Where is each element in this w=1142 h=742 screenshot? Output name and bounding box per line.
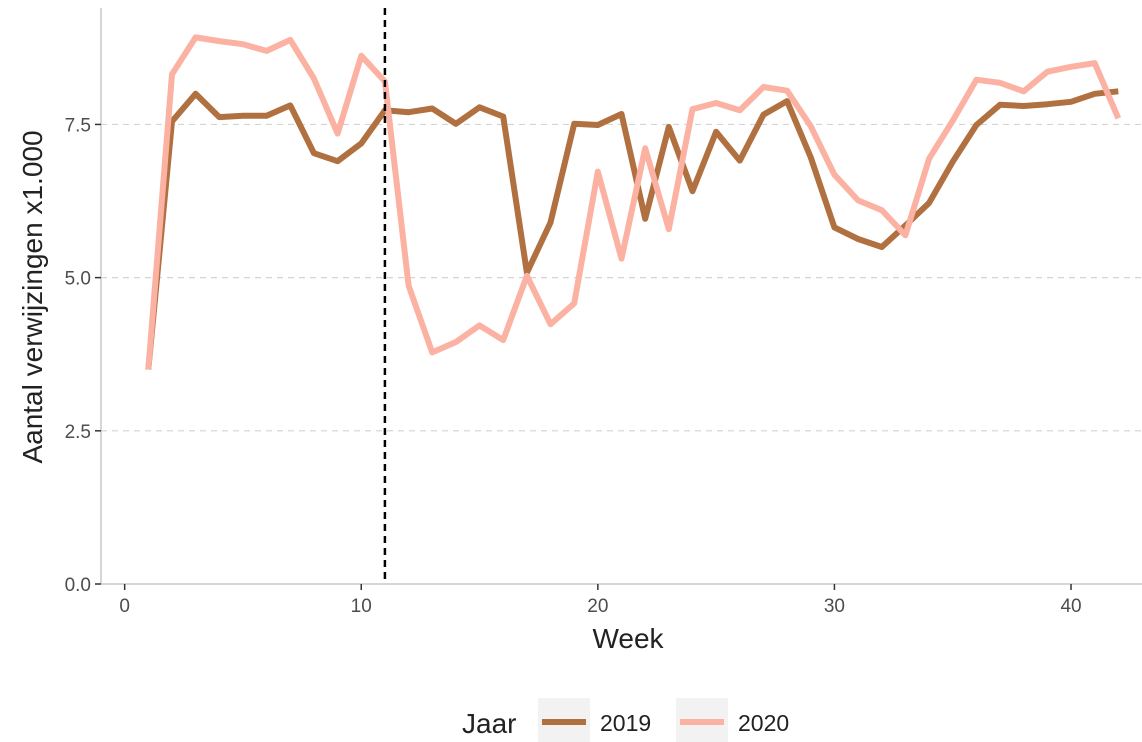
y-axis-title: Aantal verwijzingen x1.000	[17, 130, 48, 463]
x-tick-label: 40	[1060, 596, 1081, 617]
legend-label-2020: 2020	[738, 710, 789, 736]
series-line-2019	[145, 88, 1119, 370]
legend-label-2019: 2019	[600, 710, 651, 736]
x-axis-title: Week	[592, 623, 664, 654]
x-tick-label: 20	[587, 596, 608, 617]
x-tick-label: 0	[119, 596, 130, 617]
axes	[100, 8, 1142, 585]
series-line-2020	[145, 34, 1122, 370]
grid-lines	[101, 123, 1142, 432]
legend: Jaar 2019 2020	[462, 698, 789, 742]
x-tick-label: 30	[824, 596, 845, 617]
x-tick-label: 10	[351, 596, 372, 617]
y-tick-label: 2.5	[65, 422, 91, 443]
legend-title: Jaar	[462, 708, 516, 739]
tick-labels: 0.0 2.5 5.0 7.5 0 10 20 30 40	[65, 115, 1082, 617]
y-tick-label: 7.5	[65, 115, 91, 136]
y-tick-label: 5.0	[65, 269, 91, 290]
series-lines	[145, 34, 1122, 370]
y-tick-label: 0.0	[65, 575, 91, 596]
